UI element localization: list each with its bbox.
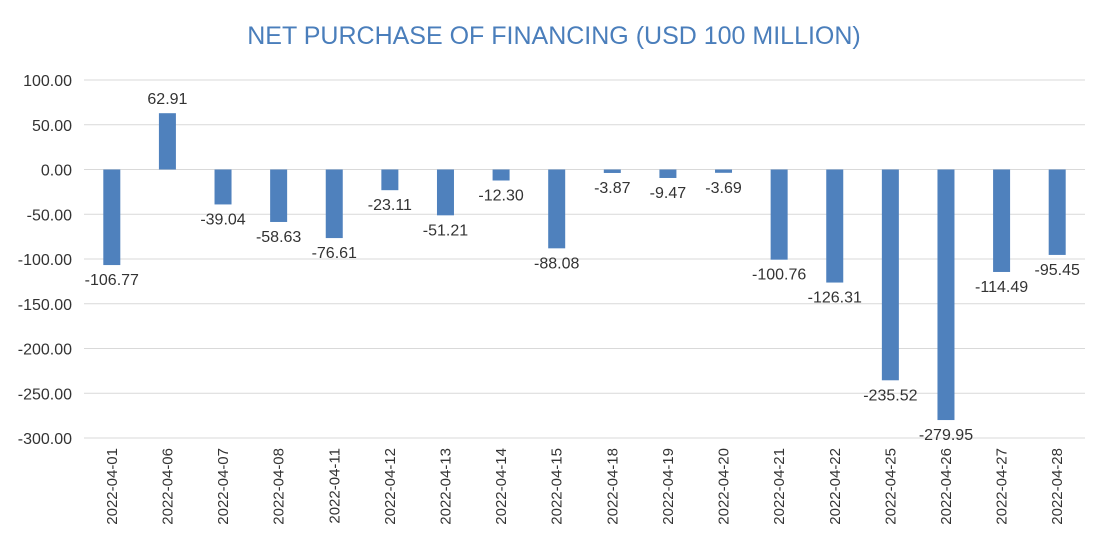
bar-2022-04-14 — [492, 169, 510, 181]
y-tick-label: -250.00 — [18, 386, 72, 403]
x-tick-label: 2022-04-13 — [437, 448, 454, 525]
data-label: -76.61 — [312, 245, 357, 262]
data-label: -12.30 — [478, 188, 523, 205]
x-tick-label: 2022-04-11 — [326, 448, 343, 524]
y-tick-label: 100.00 — [23, 73, 72, 90]
gridlines — [84, 79, 1085, 439]
x-tick-label: 2022-04-08 — [271, 448, 288, 525]
x-tick-label: 2022-04-12 — [382, 448, 399, 525]
y-tick-label: -300.00 — [18, 431, 72, 448]
bar-2022-04-21 — [770, 169, 788, 260]
x-tick-label: 2022-04-19 — [660, 448, 677, 525]
x-tick-label: 2022-04-22 — [827, 448, 844, 525]
x-tick-label: 2022-04-20 — [716, 448, 733, 525]
y-tick-label: -200.00 — [18, 342, 72, 359]
x-tick-label: 2022-04-01 — [104, 448, 121, 525]
x-tick-label: 2022-04-26 — [938, 448, 955, 525]
bar-2022-04-12 — [381, 169, 399, 191]
x-tick-label: 2022-04-25 — [882, 448, 899, 525]
data-label: -51.21 — [423, 222, 468, 239]
data-label: -23.11 — [368, 197, 412, 214]
data-label: -126.31 — [808, 290, 862, 307]
chart-title: NET PURCHASE OF FINANCING (USD 100 MILLI… — [247, 22, 861, 50]
x-tick-label: 2022-04-06 — [159, 448, 176, 525]
bar-2022-04-20 — [715, 169, 733, 173]
bar-2022-04-18 — [603, 169, 621, 173]
x-tick-label: 2022-04-18 — [604, 448, 621, 525]
bar-2022-04-28 — [1048, 169, 1066, 255]
data-label: -235.52 — [863, 387, 917, 404]
data-labels: -106.77 62.91 -39.04 -58.63 -76.61 -23.11 -51.… — [85, 91, 1080, 444]
data-label: 62.91 — [147, 91, 187, 108]
y-tick-label: 50.00 — [32, 118, 72, 135]
bar-2022-04-22 — [826, 169, 844, 283]
x-tick-label: 2022-04-27 — [994, 448, 1011, 525]
y-axis-tick-labels: 100.00 50.00 0.00 -50.00 -100.00 -150.00 -200.… — [18, 73, 72, 448]
bar-2022-04-26 — [937, 169, 955, 421]
x-tick-label: 2022-04-07 — [215, 448, 232, 525]
bar-2022-04-01 — [103, 169, 121, 266]
x-tick-label: 2022-04-15 — [549, 448, 566, 525]
bar-2022-04-15 — [548, 169, 566, 249]
bar-2022-04-06 — [158, 113, 176, 170]
bars — [103, 113, 1066, 421]
data-label: -88.08 — [534, 255, 579, 272]
data-label: -39.04 — [200, 211, 245, 228]
data-label: -3.87 — [594, 180, 631, 197]
bar-2022-04-13 — [436, 169, 454, 216]
bar-2022-04-08 — [270, 169, 288, 222]
x-tick-label: 2022-04-21 — [771, 448, 788, 525]
y-tick-label: -150.00 — [18, 297, 72, 314]
bar-2022-04-25 — [881, 169, 899, 381]
bar-2022-04-07 — [214, 169, 232, 205]
x-tick-label: 2022-04-14 — [493, 448, 510, 525]
data-label: -106.77 — [85, 272, 139, 289]
data-label: -100.76 — [752, 267, 806, 284]
bar-2022-04-27 — [993, 169, 1011, 272]
data-label: -95.45 — [1035, 262, 1080, 279]
y-tick-label: -100.00 — [18, 252, 72, 269]
data-label: -58.63 — [256, 229, 301, 246]
data-label: -9.47 — [650, 185, 687, 202]
data-label: -279.95 — [919, 427, 973, 444]
x-tick-label: 2022-04-28 — [1049, 448, 1066, 525]
y-tick-label: 0.00 — [41, 163, 72, 180]
bar-2022-04-19 — [659, 169, 677, 178]
x-axis-tick-labels: 2022-04-01 2022-04-06 2022-04-07 2022-04-08… — [104, 448, 1066, 525]
bar-2022-04-11 — [325, 169, 343, 239]
data-label: -3.69 — [705, 180, 742, 197]
data-label: -114.49 — [975, 279, 1028, 296]
y-tick-label: -50.00 — [27, 207, 72, 224]
